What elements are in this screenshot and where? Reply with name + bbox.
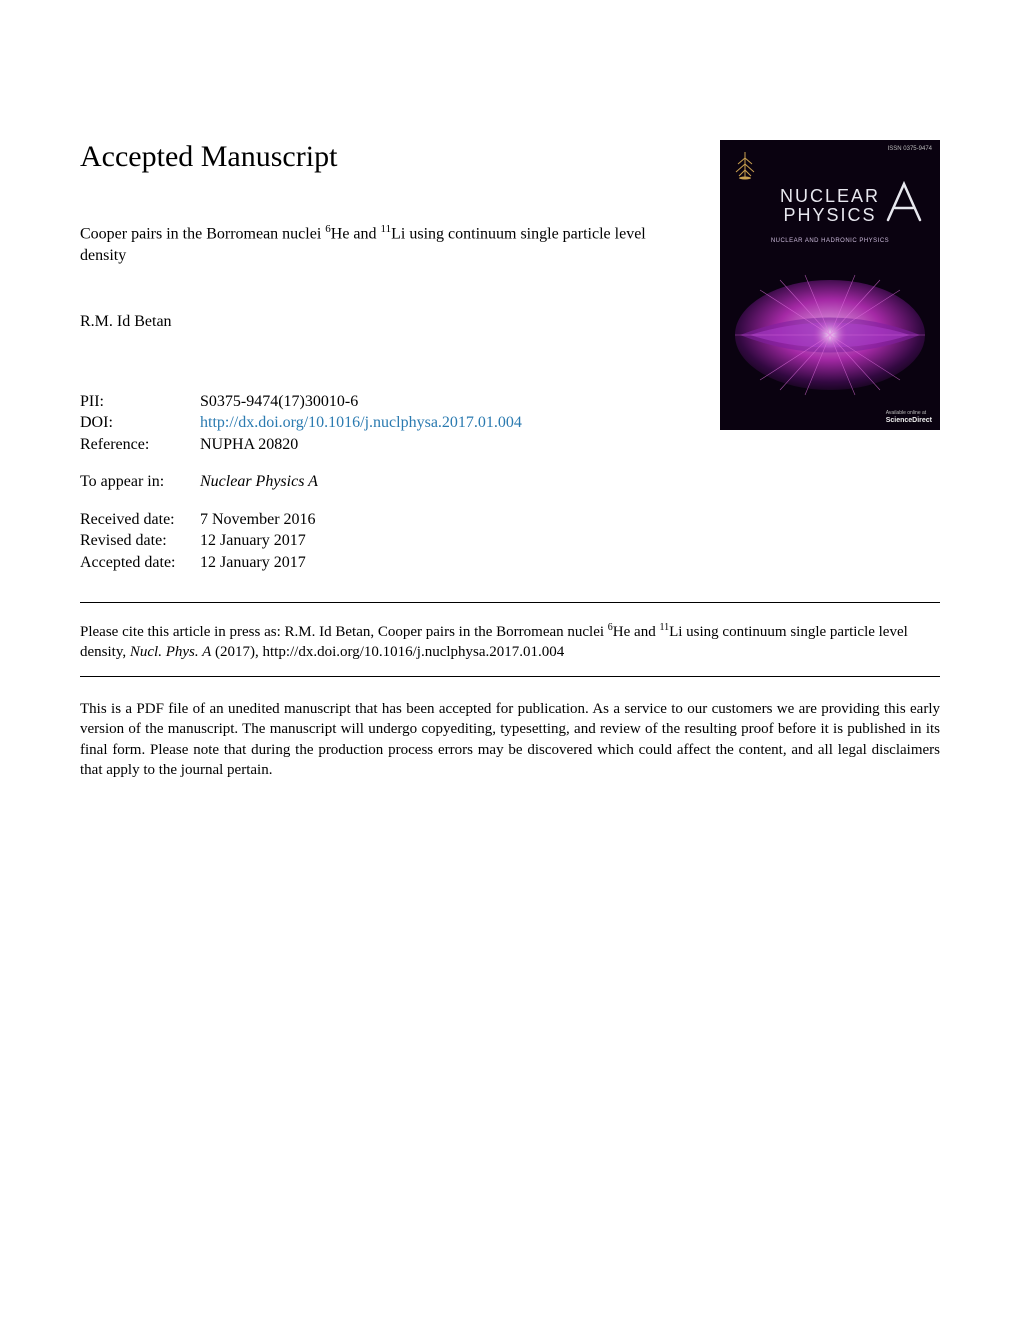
appear-label: To appear in: xyxy=(80,471,200,493)
header-row: Accepted Manuscript Cooper pairs in the … xyxy=(80,140,940,574)
journal-cover: ISSN 0375-9474 NUCLEAR PHYSICS NUCLEAR A… xyxy=(720,140,940,430)
cover-sciencedirect: Available online at ScienceDirect xyxy=(886,410,932,424)
meta-row-received: Received date: 7 November 2016 xyxy=(80,509,680,531)
received-label: Received date: xyxy=(80,509,200,531)
doi-link[interactable]: http://dx.doi.org/10.1016/j.nuclphysa.20… xyxy=(200,414,522,431)
reference-label: Reference: xyxy=(80,434,200,456)
revised-value: 12 January 2017 xyxy=(200,530,306,552)
cover-letter-a-icon xyxy=(882,180,926,224)
elsevier-logo-icon xyxy=(732,150,758,180)
meta-row-accepted: Accepted date: 12 January 2017 xyxy=(80,552,680,574)
accepted-label: Accepted date: xyxy=(80,552,200,574)
title-prefix: Cooper pairs in the Borromean nuclei xyxy=(80,225,325,242)
citation-journal: Nucl. Phys. A xyxy=(130,644,211,660)
page-container: Accepted Manuscript Cooper pairs in the … xyxy=(0,0,1020,860)
citation-mid1: He and xyxy=(613,624,660,640)
disclaimer-text: This is a PDF file of an unedited manusc… xyxy=(80,699,940,780)
accepted-manuscript-heading: Accepted Manuscript xyxy=(80,140,680,174)
appear-value: Nuclear Physics A xyxy=(200,471,318,493)
revised-label: Revised date: xyxy=(80,530,200,552)
reference-value: NUPHA 20820 xyxy=(200,434,298,456)
doi-value: http://dx.doi.org/10.1016/j.nuclphysa.20… xyxy=(200,412,522,434)
divider-bottom xyxy=(80,676,940,677)
left-column: Accepted Manuscript Cooper pairs in the … xyxy=(80,140,720,574)
pii-label: PII: xyxy=(80,391,200,413)
pii-value: S0375-9474(17)30010-6 xyxy=(200,391,358,413)
citation-suffix: (2017), http://dx.doi.org/10.1016/j.nucl… xyxy=(211,644,564,660)
divider-top xyxy=(80,602,940,603)
citation-sup-li: 11 xyxy=(659,622,669,633)
received-value: 7 November 2016 xyxy=(200,509,316,531)
meta-row-reference: Reference: NUPHA 20820 xyxy=(80,434,680,456)
accepted-value: 12 January 2017 xyxy=(200,552,306,574)
doi-label: DOI: xyxy=(80,412,200,434)
cover-sd-small: Available online at xyxy=(886,410,932,416)
meta-row-appear: To appear in: Nuclear Physics A xyxy=(80,471,680,493)
cover-issn: ISSN 0375-9474 xyxy=(888,146,932,152)
citation-text: Please cite this article in press as: R.… xyxy=(80,621,940,663)
cover-art-icon xyxy=(720,260,940,430)
title-mid1: He and xyxy=(331,225,381,242)
title-sup-li: 11 xyxy=(381,223,392,235)
article-title: Cooper pairs in the Borromean nuclei 6He… xyxy=(80,222,680,267)
meta-row-pii: PII: S0375-9474(17)30010-6 xyxy=(80,391,680,413)
authors: R.M. Id Betan xyxy=(80,313,680,331)
metadata-table: PII: S0375-9474(17)30010-6 DOI: http://d… xyxy=(80,391,680,574)
citation-prefix: Please cite this article in press as: R.… xyxy=(80,624,608,640)
cover-sd-label: ScienceDirect xyxy=(886,417,932,424)
meta-row-doi: DOI: http://dx.doi.org/10.1016/j.nuclphy… xyxy=(80,412,680,434)
meta-row-revised: Revised date: 12 January 2017 xyxy=(80,530,680,552)
cover-subtitle: NUCLEAR AND HADRONIC PHYSICS xyxy=(720,238,940,244)
